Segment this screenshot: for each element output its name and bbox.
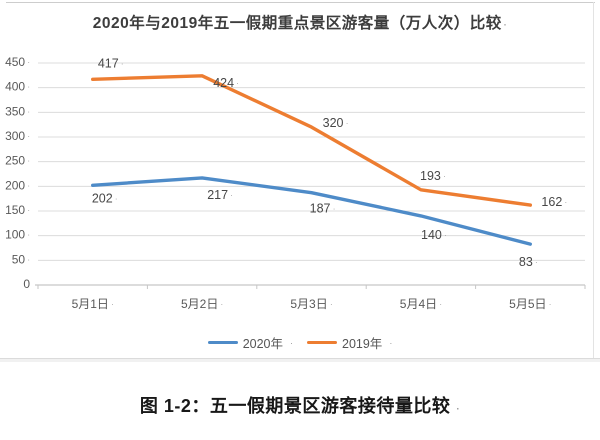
figure-caption: 图 1-2：五一假期景区游客接待量比较 ·: [0, 392, 600, 418]
x-axis-tick-label: 5月5日 ·: [509, 297, 551, 311]
legend-label-2019: 2019年: [342, 337, 383, 351]
data-label-2020-5月2日: 217 ·: [207, 188, 233, 202]
data-label-2019-5月4日: 193 ·: [420, 169, 446, 183]
y-axis-tick-label: 200 ·: [5, 179, 30, 193]
legend-line-swatch-2020: [207, 340, 238, 345]
series-line-2019: [90, 74, 532, 207]
data-label-2019-5月1日: 417 ·: [98, 57, 124, 71]
y-axis-tick-label: 0: [23, 277, 30, 291]
legend-label-2020: 2020年: [242, 337, 283, 351]
y-axis-tick-label: 350 ·: [5, 105, 30, 119]
legend-item-2019: 2019年 ·: [307, 333, 392, 352]
x-axis-tick-label: 5月2日 ·: [181, 297, 223, 311]
y-axis-tick-label: 100 ·: [5, 228, 30, 242]
x-axis-tick-label: 5月1日 ·: [72, 297, 114, 311]
figure-caption-text: 图 1-2：五一假期景区游客接待量比较: [139, 396, 451, 416]
x-axis-tick-label: 5月4日 ·: [400, 297, 442, 311]
data-label-2020-5月5日: 83 ·: [519, 255, 538, 269]
y-axis-tick-label: 150 ·: [5, 203, 30, 217]
legend-line-swatch-2019: [307, 340, 337, 345]
line-chart-plot-area: 0 50 · 100 · 150 · 200 · 250 · 300 · 350 · 400 ·…: [5, 55, 586, 311]
format-mark: ·: [456, 404, 461, 415]
y-axis-tick-label: 250 ·: [5, 154, 30, 168]
data-label-2020-5月3日: 187 ·: [310, 202, 336, 216]
chart-title: 2020年与2019年五一假期重点景区游客量（万人次）比较 ·: [0, 11, 600, 33]
series-line-2020: [90, 176, 532, 246]
page-right-border: [593, 2, 594, 359]
y-axis-tick-label: 450 ·: [5, 55, 30, 69]
chart-title-text: 2020年与2019年五一假期重点景区游客量（万人次）比较: [92, 15, 502, 32]
format-mark: ·: [290, 337, 293, 348]
format-mark: ·: [503, 20, 508, 30]
data-label-2020-5月1日: 202 ·: [92, 192, 118, 206]
data-label-2020-5月4日: 140 ·: [421, 228, 447, 242]
data-label-2019-5月3日: 320 ·: [323, 116, 349, 130]
chart-bottom-divider: [0, 358, 600, 362]
format-mark: ·: [389, 337, 393, 348]
chart-legend: 2020年 · 2019年 ·: [0, 333, 600, 352]
page-top-border: [6, 2, 595, 3]
legend-item-2020: 2020年 ·: [207, 333, 293, 352]
data-label-2019-5月2日: 424 ·: [213, 76, 239, 90]
data-label-2019-5月5日: 162 ·: [541, 195, 567, 209]
y-axis-tick-label: 400 ·: [5, 80, 30, 94]
y-axis-tick-label: 50 ·: [12, 253, 30, 267]
y-axis-tick-label: 300 ·: [5, 129, 30, 143]
x-axis-tick-label: 5月3日 ·: [290, 297, 332, 311]
